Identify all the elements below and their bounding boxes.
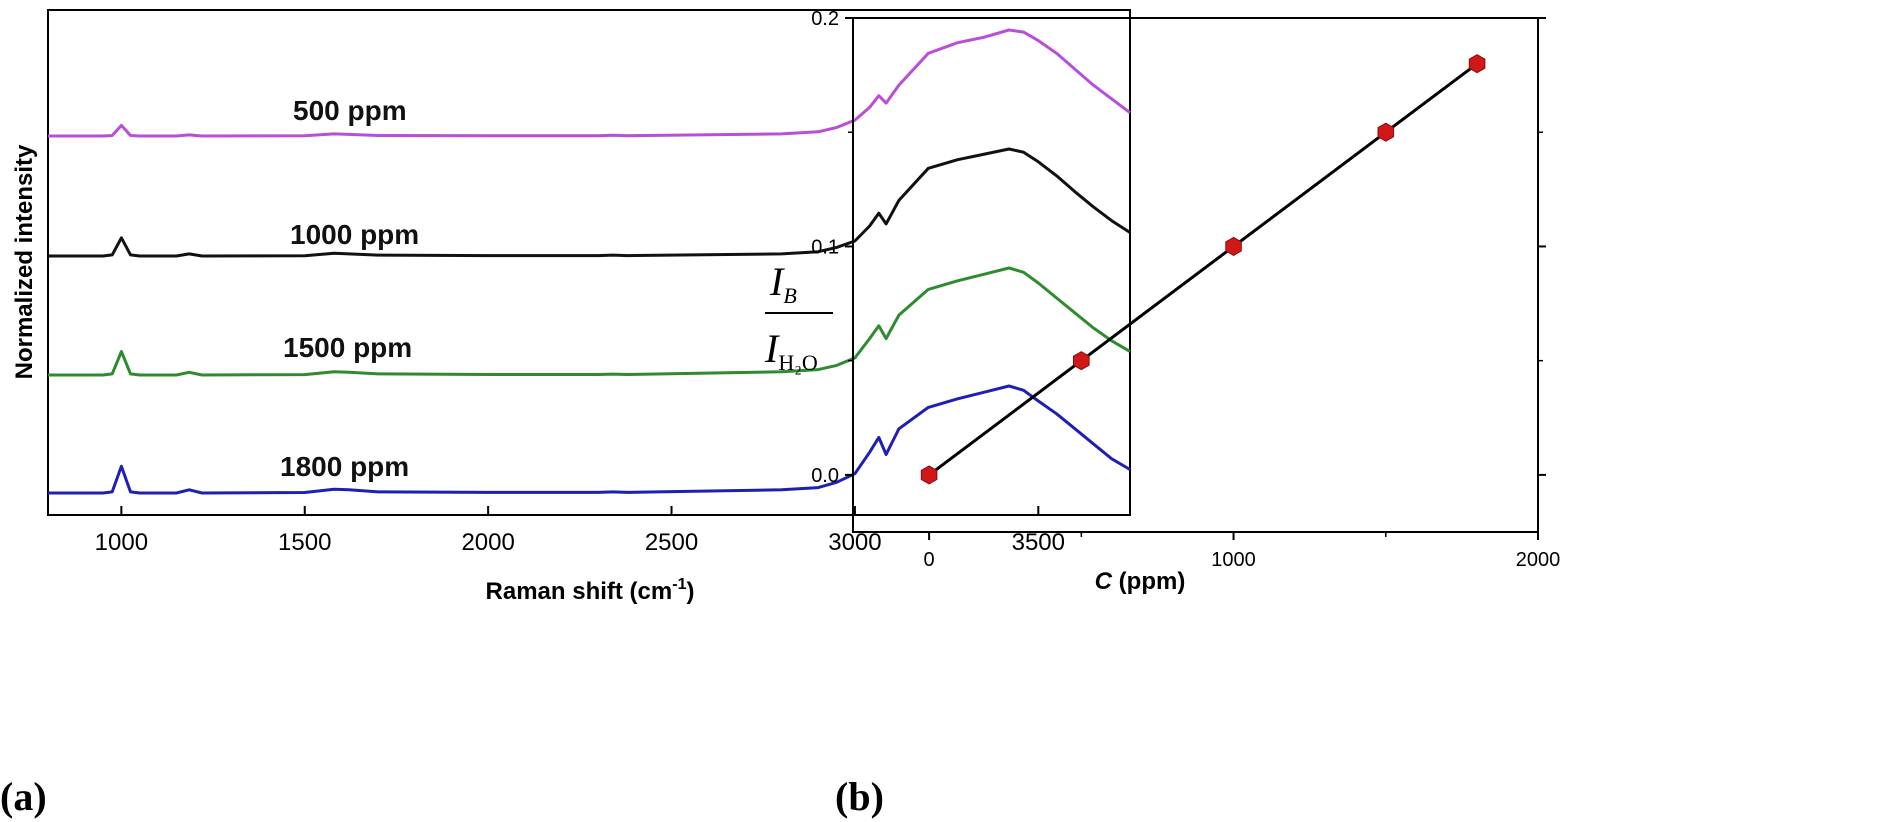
panel-a-x-axis-title-end: ) <box>686 578 694 605</box>
panel-a-x-tick-label: 2000 <box>461 529 514 556</box>
panel-a-x-axis-title-sup: -1 <box>672 576 686 593</box>
panel-a-x-tick-label: 1500 <box>278 529 331 556</box>
panel-b-ylabel-denominator-sub: H₂O <box>778 350 817 375</box>
panel-a-y-axis-title: Normalized intensity <box>11 144 38 379</box>
panel-b-y-tick-label: 0.1 <box>811 236 839 258</box>
panel-a-series-line <box>48 28 1131 138</box>
panel-a-series-label: 500 ppm <box>293 95 407 126</box>
panel-b-ylabel-numerator-sub: B <box>783 283 796 308</box>
panel-b-data-point <box>1225 236 1242 256</box>
panel-b-x-tick-label: 0 <box>924 549 935 571</box>
panel-b-y-tick-label: 0.2 <box>811 8 839 30</box>
panel-a-x-tick-label: 1000 <box>95 529 148 556</box>
panel-b-x-tick-label: 2000 <box>1516 549 1561 571</box>
panel-b-y-tick-label: 0.0 <box>811 465 839 487</box>
panel-b-ylabel-numerator-main: I <box>769 259 785 304</box>
panel-b-data-point <box>1073 351 1090 371</box>
panel-b-data-point <box>1468 54 1486 74</box>
panel-b-x-axis-title-italic: C <box>1095 568 1113 595</box>
panel-a-series: 500 ppm 1000 ppm 1500 ppm 1800 ppm <box>48 28 1131 495</box>
panel-b-ylabel-denominator-main: I <box>764 326 780 371</box>
panel-a-x-axis-title: Raman shift (cm-1) <box>486 576 695 605</box>
panel-a-series-line <box>48 384 1131 495</box>
panel-a-x-tick-label: 2500 <box>645 529 698 556</box>
panel-b-x-tick-label: 1000 <box>1211 549 1256 571</box>
panel-b-data-point <box>1377 122 1395 142</box>
panel-b-data-point <box>920 465 938 485</box>
panel-b-ylabel-denominator: IH₂O <box>764 326 818 375</box>
panel-a-x-axis-title-main: Raman shift (cm <box>486 578 673 605</box>
panel-a-frame <box>47 9 1131 516</box>
panel-a-x-ticks: 1000 1500 2000 2500 3000 3500 <box>95 506 1065 556</box>
panel-a: 1000 1500 2000 2500 3000 3500 500 ppm 1000 ppm… <box>0 9 1131 819</box>
panel-a-series-label: 1800 ppm <box>280 451 409 482</box>
panel-a-label: (a) <box>0 774 47 819</box>
panel-b-frame <box>852 17 1539 533</box>
panel-b-y-axis-title: IB IH₂O <box>764 259 833 375</box>
panel-a-series-line <box>48 266 1131 377</box>
panel-a-series-label: 1500 ppm <box>283 332 412 363</box>
panel-b-points <box>920 54 1486 485</box>
panel-a-x-tick-label: 3500 <box>1012 529 1065 556</box>
panel-b-ticks: 0 1000 2000 0.0 0.1 0.2 <box>811 8 1560 571</box>
panel-b-x-axis-title-rest: (ppm) <box>1112 568 1185 595</box>
panel-a-x-tick-label: 3000 <box>828 529 881 556</box>
panel-a-series-label: 1000 ppm <box>290 219 419 250</box>
panel-a-series-line <box>48 147 1131 258</box>
panel-b-ylabel-numerator: IB <box>769 259 797 308</box>
panel-b-label: (b) <box>835 774 884 819</box>
panel-b-x-axis-title: C (ppm) <box>1095 568 1186 595</box>
